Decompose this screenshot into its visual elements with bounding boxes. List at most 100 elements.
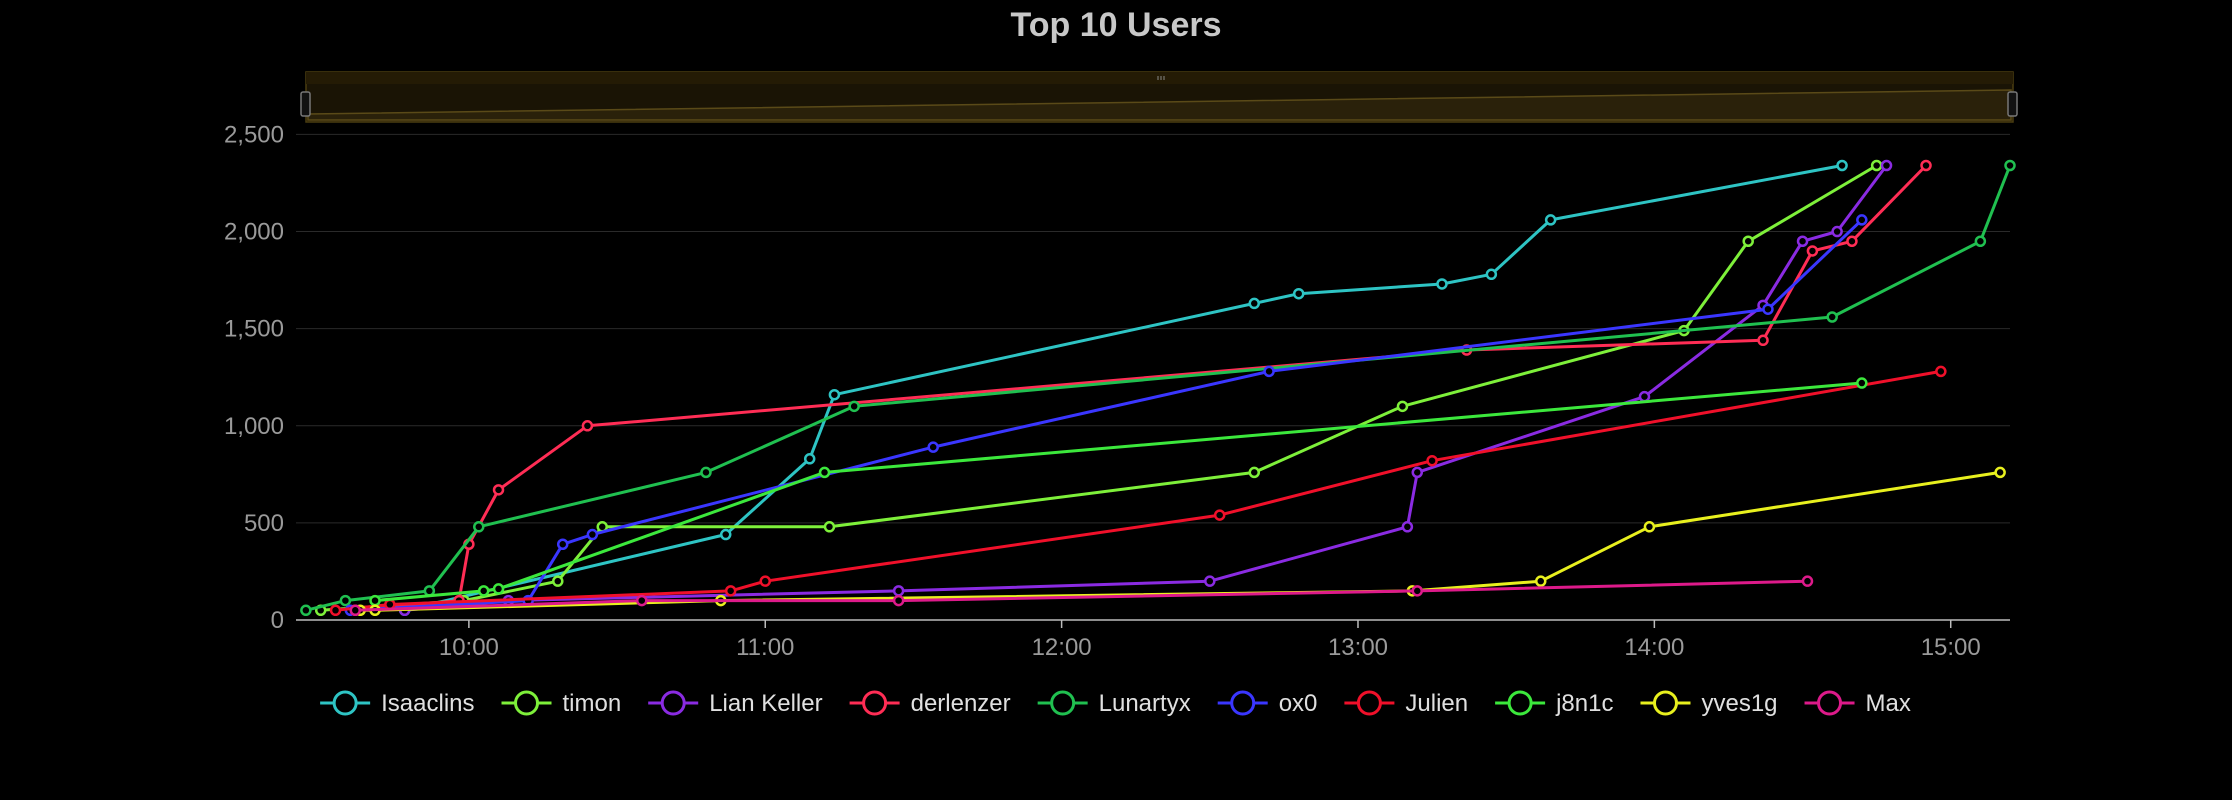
legend-item[interactable]: derlenzer: [849, 690, 1011, 717]
x-tick-label: 14:00: [1624, 634, 1684, 661]
data-point: [1880, 159, 1893, 172]
data-point: [1213, 509, 1226, 521]
data-point: [1426, 454, 1438, 467]
series-line: [320, 164, 1878, 612]
series-ox0: [344, 214, 1868, 617]
x-tick-label: 13:00: [1328, 634, 1388, 661]
data-point: [1920, 159, 1932, 172]
chart-title: Top 10 Users: [1010, 6, 1221, 44]
data-point: [700, 466, 712, 479]
legend-marker: [332, 690, 358, 716]
data-point: [1643, 521, 1656, 533]
legend-label: Max: [1866, 690, 1911, 717]
legend-marker: [1652, 690, 1678, 716]
data-point: [349, 604, 362, 617]
y-tick-label: 1,500: [224, 316, 284, 343]
legend-label: Julien: [1405, 690, 1468, 717]
data-point: [1806, 245, 1819, 257]
data-point: [848, 400, 860, 413]
data-point: [1796, 235, 1809, 247]
zoom-handle-right[interactable]: [2007, 91, 2018, 117]
legend-item[interactable]: yves1g: [1640, 690, 1778, 717]
data-point: [1831, 225, 1843, 238]
data-point: [1396, 400, 1409, 413]
data-point: [1742, 235, 1754, 247]
data-point: [492, 583, 505, 595]
legend-label: Lian Keller: [709, 690, 822, 717]
zoom-preview-area: [307, 89, 2012, 121]
data-point: [1801, 575, 1814, 587]
series-line: [350, 218, 1863, 612]
data-point: [803, 453, 816, 465]
legend-item[interactable]: timon: [501, 690, 622, 717]
series-line: [404, 164, 1843, 612]
data-point: [556, 538, 569, 550]
data-point: [1935, 365, 1947, 378]
series-timon: [314, 159, 1883, 617]
data-point: [2004, 159, 2016, 172]
legend-marker: [660, 690, 686, 716]
data-point: [1870, 159, 1883, 172]
data-point: [339, 594, 352, 607]
y-tick-label: 1,000: [224, 413, 284, 440]
data-point: [719, 528, 732, 541]
data-point: [1292, 287, 1305, 300]
legend-item[interactable]: Lunartyx: [1037, 690, 1191, 717]
data-point: [300, 604, 312, 617]
zoom-handle-left[interactable]: [300, 91, 311, 117]
data-point: [636, 594, 648, 607]
zoom-top-bar[interactable]: [306, 72, 2013, 84]
data-point: [1836, 159, 1848, 172]
legend-marker: [862, 690, 888, 716]
data-point: [1994, 466, 2006, 479]
x-axis: 10:00 11:00 12:00 13:00 14:00 15:00: [296, 619, 2010, 661]
data-point: [1411, 466, 1424, 479]
data-point: [818, 466, 831, 479]
legend-label: timon: [563, 690, 622, 717]
legend[interactable]: Isaaclins timon Lian Keller derlenzer Lunart…: [320, 690, 1911, 717]
data-point: [1974, 235, 1987, 247]
legend-label: Lunartyx: [1099, 690, 1191, 717]
data-point: [1401, 521, 1414, 533]
data-point: [586, 528, 599, 541]
data-point: [724, 585, 737, 597]
legend-item[interactable]: ox0: [1217, 690, 1318, 717]
data-point: [1544, 214, 1557, 226]
legend-label: Isaaclins: [381, 690, 474, 717]
data-point: [1757, 334, 1769, 347]
y-tick-label: 0: [271, 607, 284, 634]
data-point: [1762, 303, 1774, 315]
data-point: [1411, 585, 1424, 597]
legend-item[interactable]: Max: [1804, 690, 1911, 717]
legend-item[interactable]: Lian Keller: [648, 690, 823, 717]
data-point: [1485, 268, 1498, 281]
series-line: [335, 369, 1942, 612]
legend-item[interactable]: Isaaclins: [320, 690, 475, 717]
data-point: [492, 484, 505, 496]
legend-item[interactable]: j8n1c: [1495, 690, 1613, 717]
series-line: [355, 164, 1928, 612]
data-point: [1638, 390, 1651, 403]
legend-label: yves1g: [1701, 690, 1777, 717]
y-tick-label: 2,500: [224, 121, 284, 148]
series-j8n1c: [369, 377, 1868, 607]
grid-lines: [296, 133, 2010, 524]
x-tick-label: 10:00: [439, 634, 499, 661]
data-point: [927, 441, 939, 453]
data-point: [1534, 575, 1547, 587]
data-point: [1204, 575, 1216, 587]
x-tick-label: 15:00: [1921, 634, 1981, 661]
legend-marker: [1817, 690, 1843, 716]
legend-marker: [1356, 690, 1382, 716]
series-julien: [329, 365, 1947, 617]
data-point: [1826, 311, 1838, 323]
data-point: [552, 575, 564, 587]
y-tick-label: 2,000: [224, 219, 284, 246]
data-point: [477, 585, 490, 597]
data-zoom-slider[interactable]: [300, 71, 2018, 123]
x-tick-label: 11:00: [736, 634, 794, 661]
legend-item[interactable]: Julien: [1344, 690, 1468, 717]
data-point: [828, 388, 841, 401]
x-tick-label: 12:00: [1032, 634, 1092, 661]
